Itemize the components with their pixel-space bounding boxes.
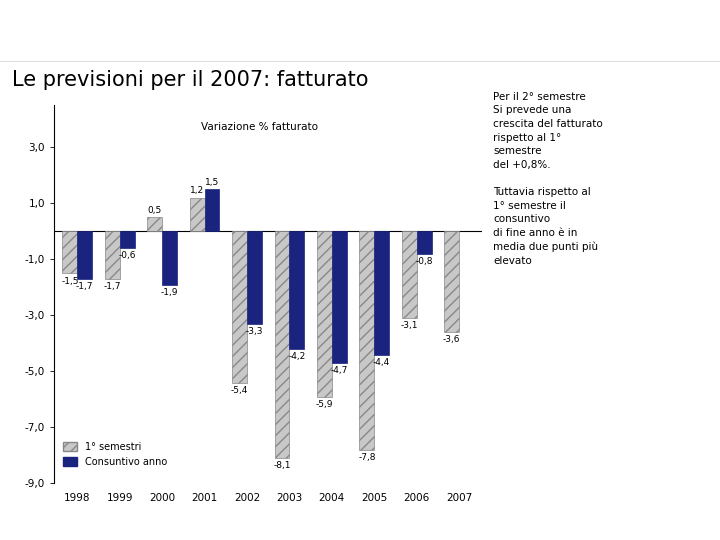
Bar (417, 231, 431, 254)
Text: -5,4: -5,4 (231, 386, 248, 395)
Bar (374, 231, 389, 354)
Bar (402, 231, 417, 318)
Text: -4,2: -4,2 (288, 352, 305, 361)
Text: Le previsioni per il 2007: fatturato: Le previsioni per il 2007: fatturato (12, 70, 369, 90)
Bar (289, 231, 305, 349)
Bar (274, 231, 289, 458)
Text: -0,8: -0,8 (415, 257, 433, 266)
Text: -3,3: -3,3 (246, 327, 264, 336)
Text: -4,4: -4,4 (373, 358, 390, 367)
Text: -1,7: -1,7 (104, 282, 121, 291)
Bar (247, 231, 262, 323)
Text: -1,7: -1,7 (76, 282, 94, 291)
Bar (190, 198, 204, 231)
Text: Per il 2° semestre
Si prevede una
crescita del fatturato
rispetto al 1°
semestre: Per il 2° semestre Si prevede una cresci… (493, 92, 603, 266)
Bar (63, 231, 77, 273)
Bar (444, 231, 459, 332)
Text: 1,5: 1,5 (205, 178, 219, 187)
Text: -1,9: -1,9 (161, 288, 179, 297)
Bar (232, 231, 247, 382)
Text: -8,1: -8,1 (273, 462, 291, 470)
Text: -4,7: -4,7 (330, 366, 348, 375)
Text: 0,5: 0,5 (148, 206, 162, 215)
Bar (120, 231, 135, 248)
Text: Variazione % fatturato: Variazione % fatturato (201, 122, 318, 132)
Bar (317, 231, 332, 396)
Bar (359, 231, 374, 450)
Bar (148, 217, 162, 231)
Text: -7,8: -7,8 (358, 453, 376, 462)
Text: Osservatorio regionale toscano sull'Artigianato: Osservatorio regionale toscano sull'Arti… (165, 512, 555, 527)
Bar (77, 231, 92, 279)
Text: -5,9: -5,9 (315, 400, 333, 409)
Bar (105, 231, 120, 279)
Text: -3,6: -3,6 (443, 335, 460, 345)
Bar (332, 231, 346, 363)
Bar (204, 190, 220, 231)
Text: -3,1: -3,1 (400, 321, 418, 330)
Text: -0,6: -0,6 (118, 252, 136, 260)
Legend: 1° semestri, Consuntivo anno: 1° semestri, Consuntivo anno (59, 438, 171, 471)
Bar (162, 231, 177, 285)
Text: -1,5: -1,5 (61, 276, 78, 286)
Text: 1,2: 1,2 (190, 186, 204, 195)
